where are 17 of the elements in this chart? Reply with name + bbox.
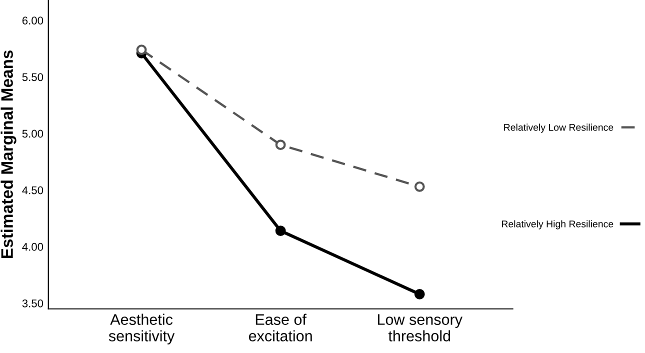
- x-tick-label: Ease of excitation: [248, 314, 312, 342]
- x-tick-label: Low sensory threshold: [378, 314, 462, 342]
- y-axis-title: Estimated Marginal Means: [0, 50, 16, 258]
- y-tick-label: 5.00: [22, 130, 44, 138]
- point: [275, 140, 286, 150]
- point: [136, 44, 147, 55]
- point: [275, 226, 286, 236]
- point: [414, 288, 425, 300]
- y-tick-label: 3.50: [22, 299, 44, 308]
- x-tick-label: Aesthetic sensitivity: [108, 314, 175, 344]
- y-tick-label: 4.50: [22, 186, 44, 194]
- point: [414, 181, 425, 192]
- legend-label: Relatively High Resilience: [502, 220, 614, 230]
- y-tick-label: 6.00: [22, 16, 44, 24]
- y-tick-label: 5.50: [22, 73, 44, 82]
- legend-label: Relatively Low Resilience: [504, 124, 614, 133]
- y-tick-label: 4.00: [22, 242, 44, 251]
